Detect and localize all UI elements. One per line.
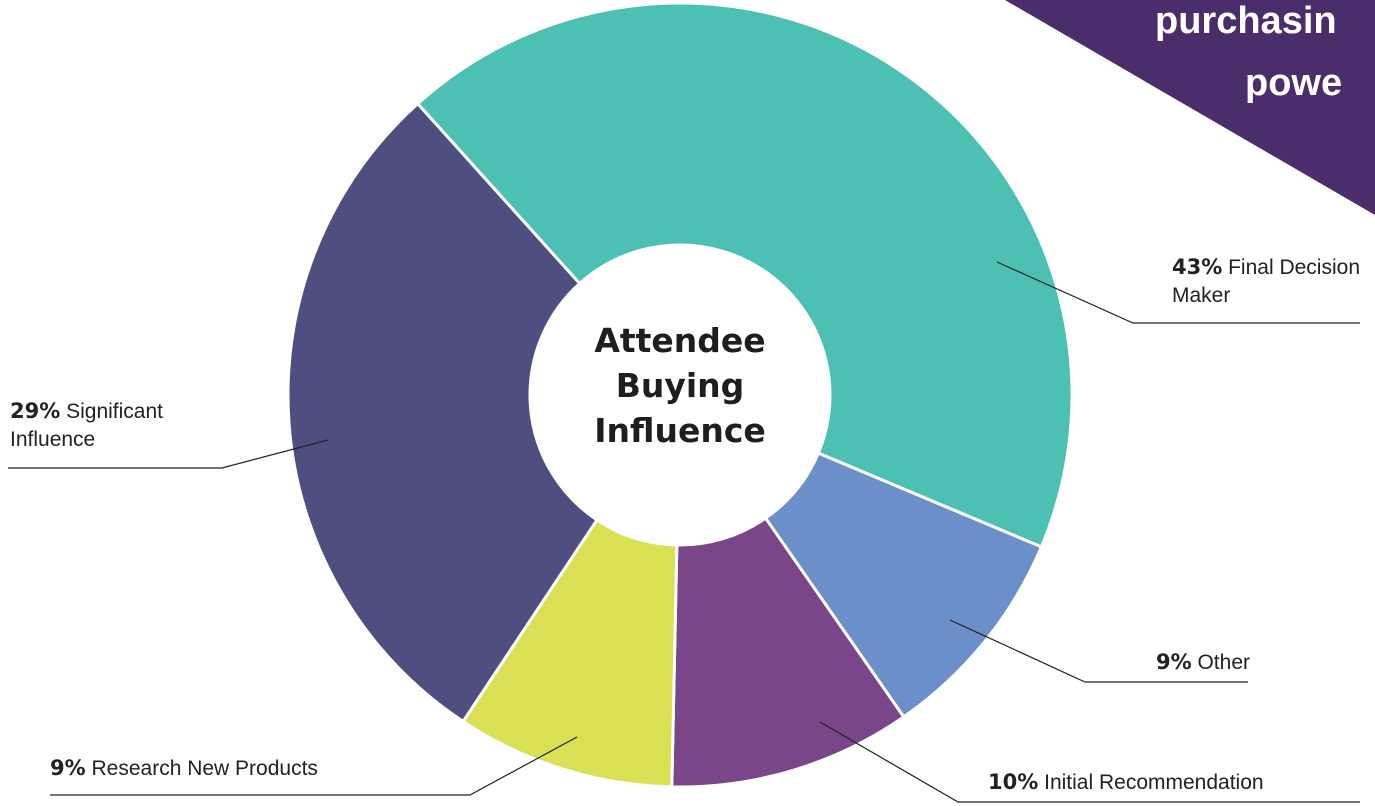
page: purchasin powe Attendee Buying Influence…: [0, 0, 1375, 806]
value-label: 9%: [1156, 650, 1192, 674]
slice-label: 29% Significant Influence: [10, 397, 230, 454]
slice-label: 43% Final Decision Maker: [1172, 253, 1372, 310]
corner-text: purchasin: [1155, 0, 1375, 43]
value-label: 9%: [50, 756, 86, 780]
slice-label: 9% Research New Products: [50, 754, 450, 783]
value-label: 43%: [1172, 255, 1222, 279]
value-label: 10%: [988, 770, 1038, 794]
slice-label: 10% Initial Recommendation: [988, 768, 1368, 797]
slice-label: 9% Other: [1060, 648, 1250, 677]
chart-title: Attendee Buying Influence: [540, 318, 820, 453]
category-label: Initial Recommendation: [1044, 771, 1263, 794]
corner-text: powe: [1245, 62, 1375, 105]
value-label: 29%: [10, 399, 60, 423]
category-label: Other: [1197, 651, 1250, 674]
category-label: Research New Products: [92, 757, 318, 780]
